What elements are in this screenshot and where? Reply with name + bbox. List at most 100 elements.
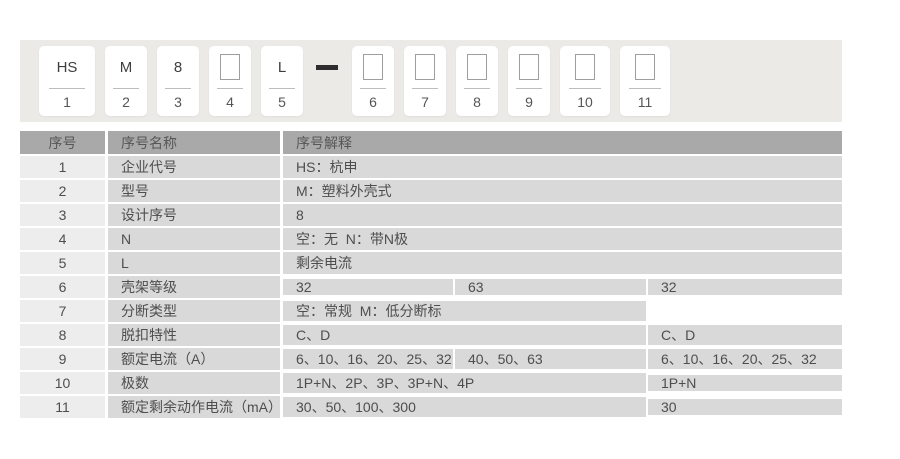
cell-desc-main: 空：常规 M：低分断标 <box>283 301 646 321</box>
cell-name: N <box>108 228 280 250</box>
cell-no: 7 <box>20 300 105 322</box>
table-row-1: 1 企业代号 HS：杭申 <box>20 156 842 178</box>
code-value-10 <box>575 46 595 88</box>
code-position-number: 1 <box>63 93 71 110</box>
code-value-6 <box>363 46 383 88</box>
code-box-5: L 5 <box>261 46 303 116</box>
code-position-number: 5 <box>278 93 286 110</box>
cell-desc-group: 空：常规 M：低分断标 <box>283 300 842 322</box>
cell-name: 脱扣特性 <box>108 324 280 346</box>
table-row-10: 10 极数 1P+N、2P、3P、3P+N、4P 1P+N <box>20 372 842 394</box>
code-value-4 <box>220 46 240 88</box>
code-position-number: 6 <box>369 93 377 110</box>
cell-no: 10 <box>20 372 105 394</box>
cell-desc-group: 6、10、16、20、25、32 40、50、63 6、10、16、20、25、… <box>283 348 842 370</box>
cell-name: 额定剩余动作电流（mA） <box>108 396 280 418</box>
cell-desc-main: 1P+N、2P、3P、3P+N、4P <box>283 373 646 393</box>
code-position-number: 10 <box>577 93 593 110</box>
table-row-2: 2 型号 M：塑料外壳式 <box>20 180 842 202</box>
cell-desc: 剩余电流 <box>283 252 842 274</box>
cell-desc: 8 <box>283 204 842 226</box>
code-position-number: 9 <box>525 93 533 110</box>
code-divider-line <box>49 88 85 89</box>
table-row-6: 6 壳架等级 32 63 32 <box>20 276 842 298</box>
cell-no: 8 <box>20 324 105 346</box>
cell-desc-main: 30、50、100、300 <box>283 397 646 417</box>
code-divider-line <box>112 88 140 89</box>
empty-placeholder-square-icon <box>635 54 655 80</box>
code-value-11 <box>635 46 655 88</box>
cell-desc-group: 1P+N、2P、3P、3P+N、4P 1P+N <box>283 372 842 394</box>
cell-desc-current32b: 6、10、16、20、25、32 <box>648 349 842 369</box>
cell-desc-main: C、D <box>283 325 646 345</box>
code-value-9 <box>519 46 539 88</box>
code-box-2: M 2 <box>105 46 147 116</box>
code-position-number: 8 <box>473 93 481 110</box>
cell-no: 6 <box>20 276 105 298</box>
code-value-8 <box>467 46 487 88</box>
empty-placeholder-square-icon <box>519 54 539 80</box>
cell-desc-group: 32 63 32 <box>283 276 842 298</box>
code-position-number: 2 <box>122 93 130 110</box>
table-row-4: 4 N 空：无 N：带N极 <box>20 228 842 250</box>
cell-desc-frame63: 63 <box>455 279 646 295</box>
cell-desc-right: C、D <box>648 325 842 345</box>
header-cell-no: 序号 <box>20 131 105 154</box>
empty-placeholder-square-icon <box>467 54 487 80</box>
code-value-1: HS <box>56 58 78 76</box>
code-value-2: M <box>119 58 133 76</box>
cell-no: 1 <box>20 156 105 178</box>
code-divider-line <box>629 88 661 89</box>
code-divider-line <box>164 88 192 89</box>
code-box-6: 6 <box>352 46 394 116</box>
code-divider-line <box>268 88 296 89</box>
cell-desc-right: 30 <box>648 399 842 415</box>
code-divider-line <box>569 88 601 89</box>
code-divider-line <box>411 88 439 89</box>
code-box-11: 11 <box>620 46 670 116</box>
header-cell-desc: 序号解释 <box>283 131 842 154</box>
cell-desc-frame32: 32 <box>283 279 453 295</box>
code-value-3: 8 <box>173 58 183 76</box>
cell-desc: M：塑料外壳式 <box>283 180 842 202</box>
code-box-7: 7 <box>404 46 446 116</box>
table-row-3: 3 设计序号 8 <box>20 204 842 226</box>
cell-no: 3 <box>20 204 105 226</box>
cell-desc-group: 30、50、100、300 30 <box>283 396 842 418</box>
cell-name: 企业代号 <box>108 156 280 178</box>
cell-desc-current32: 6、10、16、20、25、32 <box>283 349 453 369</box>
cell-no: 2 <box>20 180 105 202</box>
table-row-5: 5 L 剩余电流 <box>20 252 842 274</box>
code-value-7 <box>415 46 435 88</box>
cell-name: 额定电流（A） <box>108 348 280 370</box>
table-row-8: 8 脱扣特性 C、D C、D <box>20 324 842 346</box>
cell-desc: HS：杭申 <box>283 156 842 178</box>
cell-desc-right: 1P+N <box>648 375 842 391</box>
code-box-1: HS 1 <box>39 46 95 116</box>
code-position-number: 11 <box>637 93 653 110</box>
cell-desc-frame32b: 32 <box>648 279 842 295</box>
cell-no: 9 <box>20 348 105 370</box>
cell-desc-group: C、D C、D <box>283 324 842 346</box>
code-divider-line <box>515 88 543 89</box>
code-box-8: 8 <box>456 46 498 116</box>
dash-separator-icon <box>316 64 338 70</box>
cell-desc: 空：无 N：带N极 <box>283 228 842 250</box>
code-value-5: L <box>277 58 287 76</box>
cell-name: L <box>108 252 280 274</box>
cell-no: 5 <box>20 252 105 274</box>
cell-name: 型号 <box>108 180 280 202</box>
code-divider-line <box>463 88 491 89</box>
empty-placeholder-square-icon <box>415 54 435 80</box>
cell-name: 壳架等级 <box>108 276 280 298</box>
cell-name: 设计序号 <box>108 204 280 226</box>
table-row-11: 11 额定剩余动作电流（mA） 30、50、100、300 30 <box>20 396 842 418</box>
table-header-row: 序号 序号名称 序号解释 <box>20 131 842 154</box>
model-code-band: HS 1 M 2 8 3 4 L 5 6 7 <box>20 40 842 122</box>
empty-placeholder-square-icon <box>363 54 383 80</box>
header-cell-name: 序号名称 <box>108 131 280 154</box>
table-row-7: 7 分断类型 空：常规 M：低分断标 <box>20 300 842 322</box>
code-box-3: 8 3 <box>157 46 199 116</box>
empty-placeholder-square-icon <box>220 54 240 80</box>
